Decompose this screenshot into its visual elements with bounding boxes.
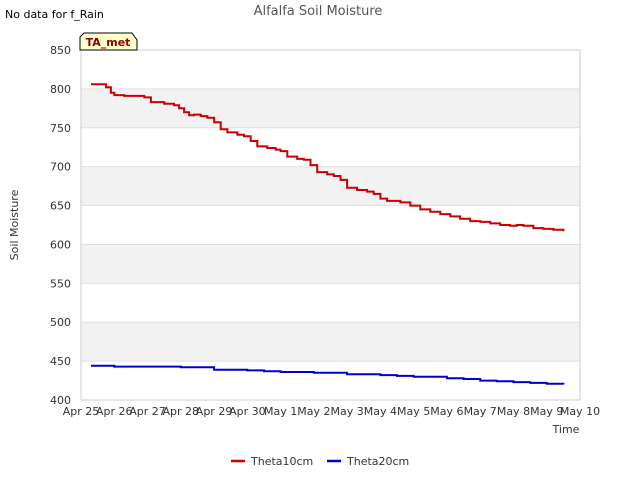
plot-band [81,322,580,362]
y-tick-label: 550 [50,277,71,290]
x-tick-label: Apr 26 [96,405,133,418]
y-axis-ticks: 400 450 500 550 600 650 700 750 800 850 [50,44,71,407]
legend-label-theta20cm: Theta20cm [346,455,409,468]
x-tick-label: May 3 [331,405,364,418]
legend-label-theta10cm: Theta10cm [250,455,313,468]
x-tick-label: May 4 [364,405,397,418]
x-axis-label: Time [552,423,580,436]
y-tick-label: 750 [50,122,71,135]
x-tick-label: Apr 28 [163,405,200,418]
x-tick-label: May 9 [530,405,563,418]
y-axis-label: Soil Moisture [8,189,21,260]
x-tick-label: May 7 [464,405,497,418]
series-line-theta10cm [91,83,565,232]
plot-band [81,283,580,323]
y-tick-label: 600 [50,238,71,251]
y-tick-label: 700 [50,161,71,174]
plot-band [81,244,580,284]
y-tick-label: 450 [50,355,71,368]
chart-title: Alfalfa Soil Moisture [254,4,383,19]
x-tick-label: Apr 27 [129,405,166,418]
plot-band [81,88,580,128]
x-tick-label: Apr 29 [196,405,233,418]
badge-shape [79,32,138,51]
y-tick-label: 650 [50,200,71,213]
plot-background-bands [81,50,580,400]
plot-frame [80,49,581,401]
legend: Theta10cm Theta20cm [231,455,409,468]
y-tick-label: 850 [50,44,71,57]
series-line-theta20cm [91,364,565,385]
series-lines [91,83,565,385]
no-data-note: No data for f_Rain [5,8,104,21]
x-tick-label: May 10 [560,405,600,418]
ta-met-badge[interactable]: TA_met [79,32,138,51]
x-tick-label: Apr 25 [63,405,100,418]
x-tick-label: May 5 [397,405,430,418]
plot-band [81,205,580,245]
y-tick-label: 500 [50,316,71,329]
y-tick-label: 800 [50,83,71,96]
plot-band [81,127,580,167]
x-tick-label: May 8 [497,405,530,418]
y-tick-label: 400 [50,394,71,407]
plot-band [81,166,580,206]
x-tick-label: Apr 30 [229,405,266,418]
x-tick-label: May 1 [264,405,297,418]
x-tick-label: May 2 [297,405,330,418]
plot-band [81,50,580,89]
x-tick-label: May 6 [430,405,463,418]
badge-label: TA_met [86,36,131,49]
